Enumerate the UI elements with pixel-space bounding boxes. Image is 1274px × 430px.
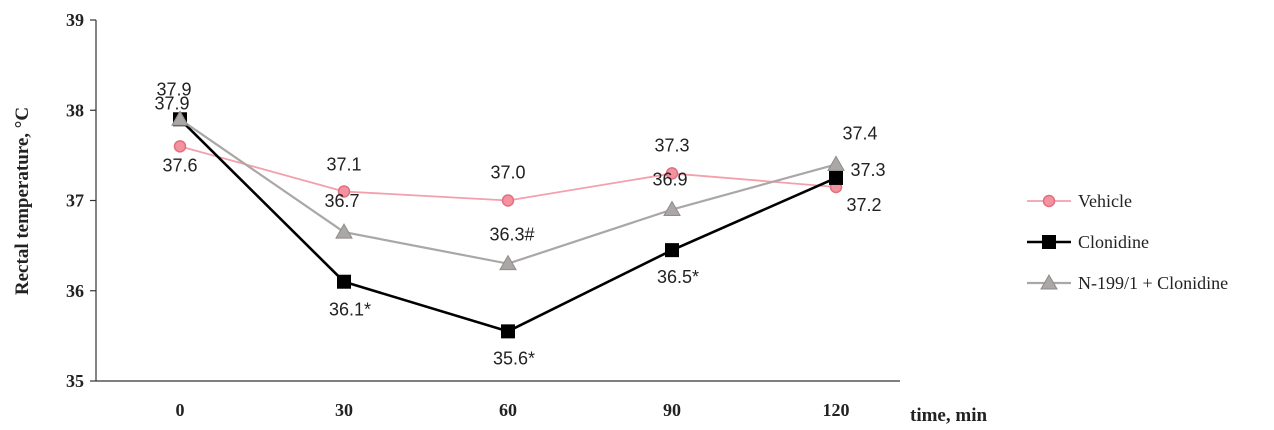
legend-label: N-199/1 + Clonidine bbox=[1078, 273, 1228, 293]
x-tick-label: 30 bbox=[335, 400, 353, 420]
legend: Vehicle Clonidine N-199/1 + Clonidine bbox=[1027, 191, 1228, 293]
data-label: 37.9 bbox=[154, 93, 189, 113]
data-label: 36.7 bbox=[324, 191, 359, 211]
data-point bbox=[173, 140, 187, 153]
y-tick-label: 38 bbox=[66, 100, 84, 120]
data-label: 36.5* bbox=[657, 267, 699, 287]
data-label: 37.3 bbox=[654, 135, 689, 155]
data-point bbox=[335, 223, 353, 239]
legend-item: Vehicle bbox=[1027, 191, 1132, 211]
data-point bbox=[827, 155, 845, 171]
y-tick-label: 35 bbox=[66, 371, 84, 391]
legend-label: Vehicle bbox=[1078, 191, 1132, 211]
data-label: 37.1 bbox=[326, 154, 361, 174]
data-label: 37.4 bbox=[842, 123, 877, 143]
legend-item: Clonidine bbox=[1027, 232, 1149, 252]
series-layer bbox=[171, 110, 845, 339]
data-point bbox=[501, 324, 515, 339]
data-point bbox=[665, 243, 679, 258]
y-axis-title: Rectal temperature, °C bbox=[12, 107, 33, 295]
x-tick-label: 0 bbox=[176, 400, 185, 420]
legend-label: Clonidine bbox=[1078, 232, 1149, 252]
data-label: 37.9 bbox=[156, 79, 191, 99]
y-tick-label: 36 bbox=[66, 281, 84, 301]
data-label: 36.3# bbox=[489, 225, 534, 245]
legend-marker bbox=[1042, 235, 1056, 249]
data-label: 37.6 bbox=[162, 155, 197, 175]
data-point bbox=[665, 167, 679, 180]
data-label: 36.9 bbox=[652, 170, 687, 190]
x-tick-label: 60 bbox=[499, 400, 517, 420]
series-markers-triangle bbox=[171, 110, 845, 271]
data-point bbox=[171, 110, 189, 126]
legend-marker bbox=[1042, 194, 1056, 208]
data-label: 37.0 bbox=[490, 163, 525, 183]
y-tick-label: 37 bbox=[66, 191, 84, 211]
x-tick-label: 90 bbox=[663, 400, 681, 420]
data-point bbox=[499, 254, 517, 271]
data-point bbox=[337, 185, 351, 198]
legend-marker bbox=[1040, 273, 1058, 290]
data-point bbox=[501, 194, 515, 207]
data-point bbox=[337, 274, 351, 289]
x-tick-label: 120 bbox=[823, 400, 850, 420]
x-axis-title: time, min bbox=[910, 405, 987, 426]
legend-item: N-199/1 + Clonidine bbox=[1027, 273, 1228, 293]
data-label: 37.2 bbox=[846, 195, 881, 215]
data-label: 37.3 bbox=[850, 160, 885, 180]
data-labels: 37.6 37.1 37.0 37.3 37.2 37.9 36.1* 35.6* 36.5* 3… bbox=[154, 79, 885, 368]
y-tick-label: 39 bbox=[66, 10, 84, 30]
data-label: 35.6* bbox=[493, 348, 535, 368]
data-point bbox=[663, 200, 681, 217]
data-point bbox=[829, 170, 843, 185]
data-label: 36.1* bbox=[329, 300, 371, 320]
axes: 35 36 37 38 39 0 30 60 90 120 bbox=[66, 10, 900, 420]
